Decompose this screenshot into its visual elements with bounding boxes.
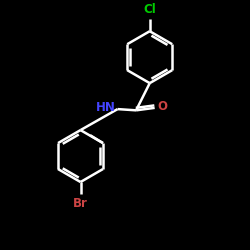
Text: O: O — [158, 100, 168, 113]
Text: HN: HN — [96, 101, 116, 114]
Text: Br: Br — [73, 197, 88, 210]
Text: Cl: Cl — [143, 3, 156, 16]
